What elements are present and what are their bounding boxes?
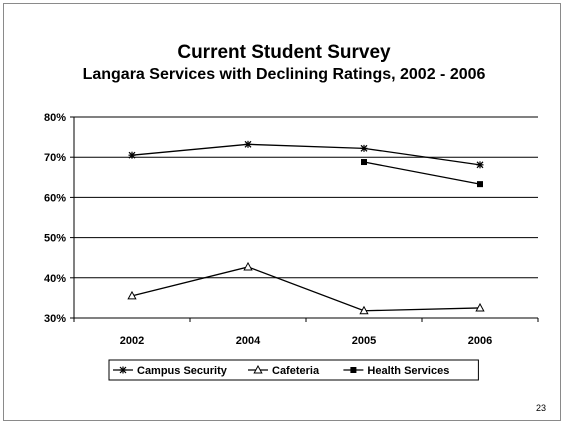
tick-labels: 30% 40% 50% 60% 70% 80% 2002 2004 2005 2006	[44, 112, 492, 347]
data-point	[477, 181, 483, 188]
legend: Campus Security Cafeteria Health Services	[108, 359, 479, 381]
data-point	[359, 305, 369, 315]
legend-box	[108, 359, 479, 381]
series-line	[131, 266, 481, 312]
data-point	[476, 161, 484, 169]
series	[127, 140, 485, 315]
x-tick-label: 2006	[468, 335, 492, 347]
legend-item: Health Services	[343, 365, 449, 377]
page-number: 23	[535, 403, 546, 413]
legend-item: Campus Security	[113, 365, 228, 377]
x-tick-label: 2002	[120, 335, 144, 347]
legend-label: Campus Security	[137, 365, 228, 377]
data-point	[475, 302, 485, 312]
legend-marker	[350, 367, 357, 373]
y-tick-label: 80%	[44, 112, 66, 124]
series-line	[363, 161, 481, 185]
y-tick-label: 40%	[44, 273, 66, 285]
x-tick-label: 2005	[352, 335, 376, 347]
legend-marker	[119, 366, 127, 374]
axes	[70, 116, 539, 322]
y-tick-label: 50%	[44, 233, 66, 245]
series-campus-security	[128, 140, 484, 169]
star-stroke	[244, 140, 252, 148]
legend-item: Cafeteria	[248, 364, 320, 377]
data-point	[360, 144, 368, 152]
slide-border	[3, 3, 561, 421]
y-tick-label: 70%	[44, 152, 66, 164]
legend-label: Health Services	[367, 365, 449, 377]
y-tick-label: 30%	[44, 313, 66, 325]
chart-title: Current Student Survey	[177, 42, 391, 63]
legend-label: Cafeteria	[272, 365, 320, 377]
chart-subtitle: Langara Services with Declining Ratings,…	[82, 66, 486, 83]
data-point	[244, 140, 252, 148]
series-cafeteria	[127, 261, 485, 315]
grid-lines	[74, 116, 538, 279]
data-point	[127, 290, 137, 300]
star-stroke	[128, 151, 136, 159]
star-stroke	[119, 366, 127, 374]
star-stroke	[360, 144, 368, 152]
y-tick-label: 60%	[44, 192, 66, 204]
data-point	[361, 159, 367, 166]
series-health-services	[361, 159, 483, 188]
series-line	[131, 143, 481, 166]
x-tick-label: 2004	[236, 335, 261, 347]
data-point	[243, 261, 253, 271]
legend-marker	[253, 364, 263, 374]
data-point	[128, 151, 136, 159]
star-stroke	[476, 161, 484, 169]
